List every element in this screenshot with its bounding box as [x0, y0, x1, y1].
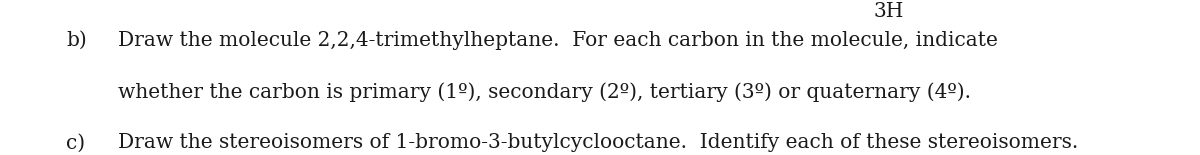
Text: 3H: 3H [874, 2, 904, 21]
Text: c): c) [66, 133, 85, 152]
Text: Draw the stereoisomers of 1-bromo-3-butylcyclooctane.  Identify each of these st: Draw the stereoisomers of 1-bromo-3-buty… [118, 133, 1078, 152]
Text: whether the carbon is primary (1º), secondary (2º), tertiary (3º) or quaternary : whether the carbon is primary (1º), seco… [118, 82, 971, 102]
Text: Draw the molecule 2,2,4-trimethylheptane.  For each carbon in the molecule, indi: Draw the molecule 2,2,4-trimethylheptane… [118, 31, 997, 50]
Text: b): b) [66, 31, 86, 50]
